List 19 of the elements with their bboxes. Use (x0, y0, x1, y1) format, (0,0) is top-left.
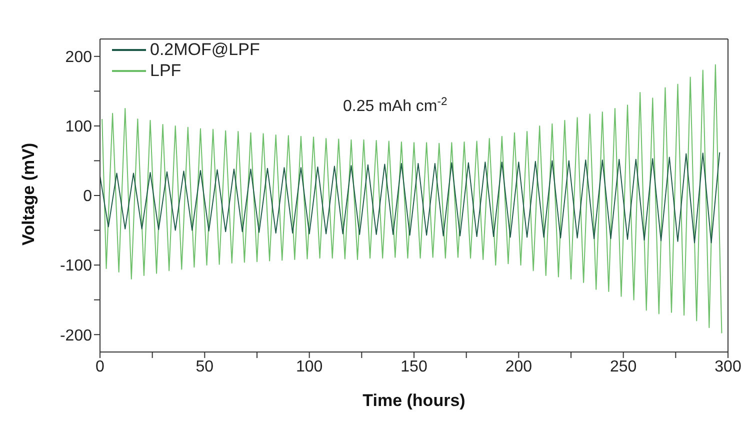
legend-label: LPF (150, 60, 182, 81)
y-tick-label: 0 (83, 188, 92, 206)
y-tick-label: 200 (65, 49, 92, 66)
y-tick-label: -100 (60, 258, 92, 275)
legend-label: 0.2MOF@LPF (150, 39, 260, 60)
y-tick-label: -200 (60, 327, 92, 344)
x-tick-label: 100 (296, 358, 323, 376)
x-axis-title: Time (hours) (362, 391, 466, 410)
y-axis-title: Voltage (mV) (19, 142, 38, 246)
x-tick-label: 50 (196, 358, 214, 376)
line-series (100, 152, 720, 244)
line-series (102, 64, 722, 334)
x-tick-label: 150 (400, 358, 428, 376)
x-tick-label: 0 (96, 358, 105, 376)
x-tick-label: 200 (505, 358, 532, 376)
y-tick-label: 100 (65, 118, 92, 136)
x-tick-label: 250 (610, 358, 637, 376)
annotation: 0.25 mAh cm$^{-2}$ (343, 96, 448, 115)
x-tick-label: 300 (714, 358, 742, 376)
